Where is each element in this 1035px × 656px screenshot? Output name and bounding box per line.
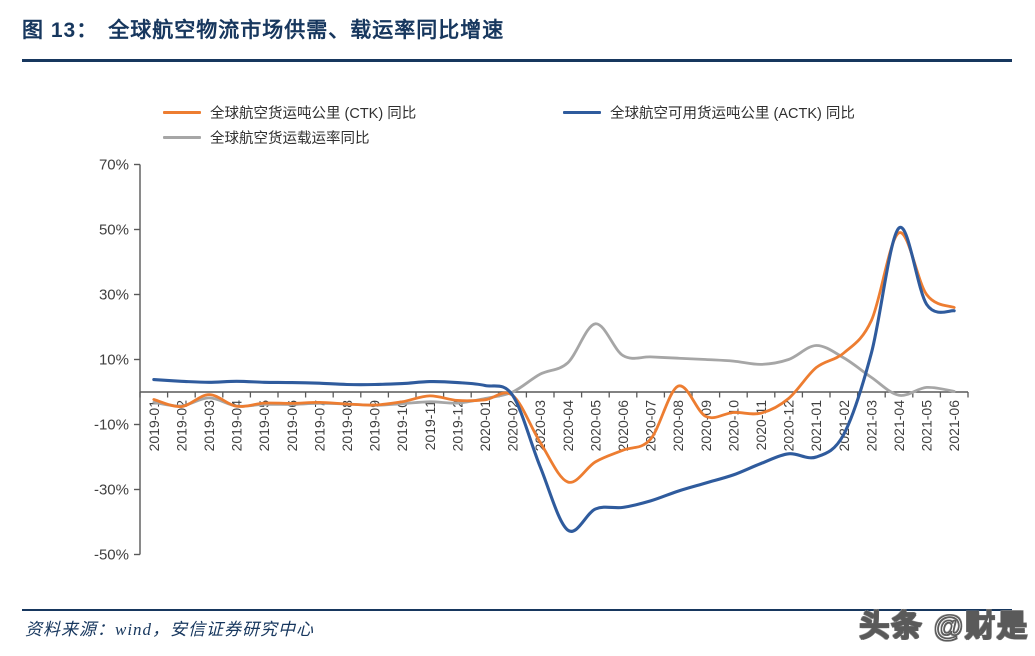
x-axis-tick-label: 2019-03 [201,400,217,452]
x-axis-tick-label: 2021-04 [891,400,907,452]
x-axis-tick-label: 2020-06 [615,400,631,452]
x-axis-tick-label: 2020-03 [532,400,548,452]
figure-title: 全球航空物流市场供需、载运率同比增速 [108,19,505,42]
x-axis-tick-label: 2019-12 [449,400,465,452]
series-path-ctk [152,231,956,484]
x-axis-tick-label: 2019-01 [146,400,162,452]
x-axis-tick-label: 2019-04 [229,400,245,452]
y-axis-tick-label: 70% [99,157,129,174]
y-axis-tick-label: -30% [94,482,129,499]
figure-label: 图 13： [22,19,99,42]
x-axis-tick-label: 2020-02 [505,400,521,452]
y-axis-tick-label: 30% [99,287,129,304]
x-axis-tick-label: 2019-02 [173,400,189,452]
x-axis-tick-label: 2020-07 [643,400,659,452]
x-axis-tick-label: 2021-05 [919,400,935,452]
bottom-divider [22,609,1012,611]
figure-header: 图 13： 全球航空物流市场供需、载运率同比增速 [22,14,504,44]
source-note: 资料来源：wind，安信证券研究中心 [25,620,315,639]
y-axis-tick-label: 50% [99,222,129,239]
x-axis-tick-label: 2020-01 [477,400,493,452]
y-axis-tick-label: -50% [94,547,129,564]
x-axis-tick-label: 2021-06 [946,400,962,452]
x-axis-tick-label: 2021-01 [808,400,824,452]
x-axis-tick-label: 2019-09 [367,400,383,452]
legend-label-load-factor: 全球航空货运载运率同比 [210,131,370,147]
x-axis-tick-label: 2020-10 [725,400,741,452]
legend-item-load-factor: 全球航空货运载运率同比 [163,127,370,148]
legend-label-actk: 全球航空可用货运吨公里 (ACTK) 同比 [610,106,855,122]
x-axis-tick-label: 2020-05 [587,400,603,452]
y-axis-tick-label: -10% [94,417,129,434]
legend-swatch-actk-icon [563,110,601,115]
legend-label-ctk: 全球航空货运吨公里 (CTK) 同比 [210,106,417,122]
legend-swatch-ctk-icon [163,110,201,115]
x-axis-tick-label: 2019-11 [422,400,438,451]
x-axis-tick-label: 2020-04 [560,400,576,452]
x-axis-tick-label: 2020-08 [670,400,686,452]
top-divider [22,59,1012,62]
x-axis-tick-label: 2019-10 [394,400,410,452]
x-axis-tick-label: 2021-03 [863,400,879,452]
legend-swatch-load-factor-icon [163,135,201,140]
legend-item-ctk: 全球航空货运吨公里 (CTK) 同比 [163,102,416,123]
x-axis-tick-label: 2019-05 [256,400,272,452]
x-axis-tick-label: 2019-06 [284,400,300,452]
watermark: 头条 @财是 [859,609,1029,643]
x-axis-tick-label: 2020-11 [753,400,769,451]
x-axis-tick-label: 2020-12 [781,400,797,452]
series-path-actk [152,225,956,533]
x-axis-tick-label: 2020-09 [698,400,714,452]
x-axis-tick-label: 2019-08 [339,400,355,452]
y-axis-tick-label: 10% [99,352,129,369]
legend-item-actk: 全球航空可用货运吨公里 (ACTK) 同比 [563,102,855,123]
x-axis-tick-label: 2019-07 [311,400,327,452]
